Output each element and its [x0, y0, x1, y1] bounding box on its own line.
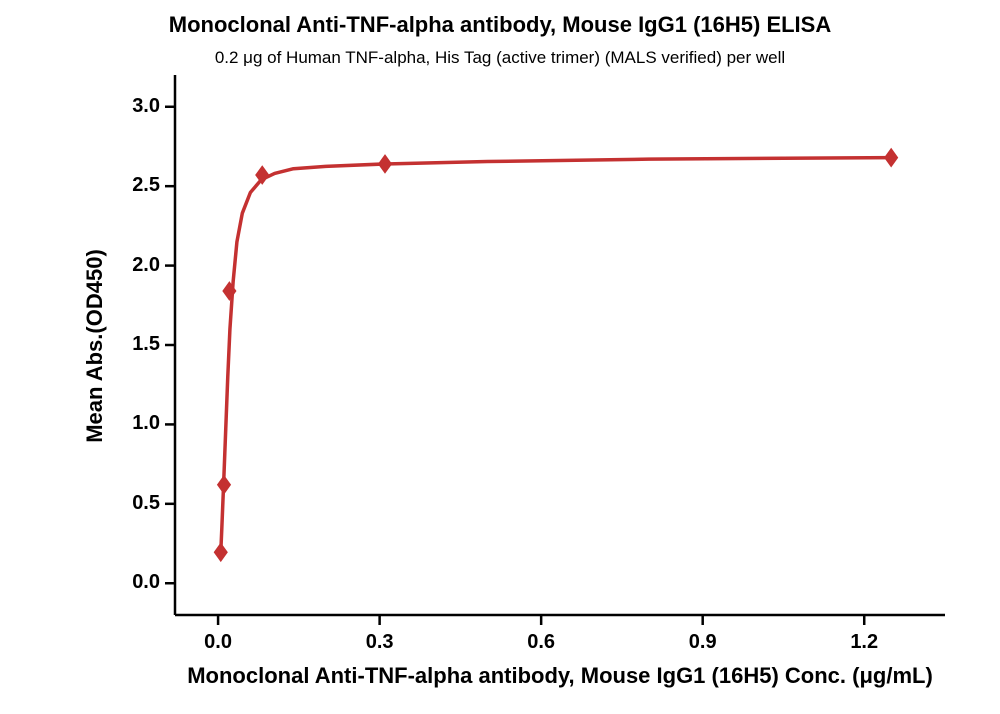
x-tick-label: 1.2 — [834, 631, 894, 654]
y-tick-label: 2.5 — [110, 174, 160, 197]
x-tick-label: 0.3 — [350, 631, 410, 654]
x-tick-label: 0.9 — [673, 631, 733, 654]
y-axis-label: Mean Abs.(OD450) — [82, 246, 108, 446]
x-tick-label: 0.6 — [511, 631, 571, 654]
x-axis-label: Monoclonal Anti-TNF-alpha antibody, Mous… — [160, 663, 960, 689]
y-tick-label: 3.0 — [110, 95, 160, 118]
y-tick-label: 1.0 — [110, 412, 160, 435]
y-tick-label: 1.5 — [110, 333, 160, 356]
x-tick-label: 0.0 — [188, 631, 248, 654]
chart-container: Monoclonal Anti-TNF-alpha antibody, Mous… — [0, 0, 1000, 714]
y-tick-label: 2.0 — [110, 254, 160, 277]
y-tick-label: 0.0 — [110, 571, 160, 594]
y-tick-label: 0.5 — [110, 492, 160, 515]
